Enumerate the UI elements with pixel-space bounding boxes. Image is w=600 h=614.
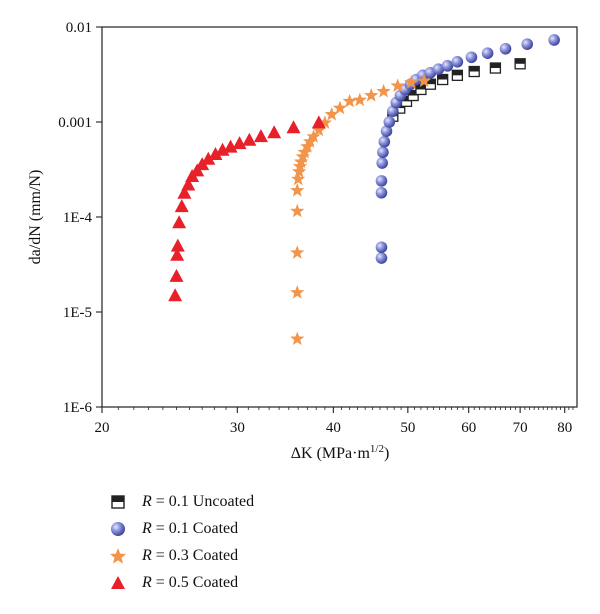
y-axis-title: da/dN (mm/N) bbox=[27, 170, 44, 265]
legend-item-r03-coated: R = 0.3 Coated bbox=[108, 542, 254, 569]
y-tick-label: 1E-6 bbox=[63, 400, 93, 416]
x-tick-label: 70 bbox=[513, 420, 528, 436]
data-point-series-3 bbox=[242, 132, 257, 146]
data-point-series-2 bbox=[311, 122, 326, 137]
data-point-series-1 bbox=[451, 56, 464, 68]
x-tick-label: 50 bbox=[400, 420, 415, 436]
y-tick-label: 0.001 bbox=[58, 115, 92, 131]
data-point-series-1 bbox=[548, 34, 560, 46]
data-point-series-3 bbox=[286, 120, 301, 134]
data-point-series-1 bbox=[383, 116, 396, 128]
data-point-series-2 bbox=[290, 331, 305, 346]
data-point-series-1 bbox=[375, 252, 388, 264]
data-point-series-2 bbox=[376, 83, 391, 98]
data-point-series-3 bbox=[169, 268, 184, 282]
data-point-series-1 bbox=[375, 175, 388, 187]
data-point-series-3 bbox=[172, 215, 187, 229]
data-point-series-0 bbox=[514, 58, 526, 70]
y-axis-ticks: 1E-6 1E-5 1E-4 0.001 0.01 bbox=[58, 20, 102, 416]
x-tick-label: 60 bbox=[461, 420, 476, 436]
y-tick-label: 0.01 bbox=[66, 20, 92, 36]
data-point-series-1 bbox=[441, 60, 454, 72]
data-point-series-3 bbox=[177, 185, 192, 199]
y-tick-label: 1E-4 bbox=[63, 210, 93, 226]
legend-label: R = 0.5 Coated bbox=[142, 573, 239, 591]
data-point-series-3 bbox=[168, 288, 183, 302]
data-point-series-1 bbox=[375, 186, 388, 199]
data-point-series-3 bbox=[181, 177, 196, 191]
data-point-series-3 bbox=[201, 151, 216, 165]
x-tick-label: 30 bbox=[230, 420, 245, 436]
half-filled-square-icon bbox=[111, 494, 125, 509]
data-point-series-2 bbox=[290, 183, 305, 197]
data-point-series-2 bbox=[332, 100, 348, 115]
chart: 20 30 40 50 60 70 80 1E-6 1E-5 1E-4 0.001 0.01 ΔK … bbox=[27, 20, 578, 462]
data-point-series-2 bbox=[364, 88, 379, 102]
sphere-icon bbox=[111, 521, 125, 536]
data-point-series-0 bbox=[468, 65, 480, 78]
data-point-series-2 bbox=[317, 115, 333, 129]
x-axis-title: ΔK (MPa·m1/2) bbox=[291, 443, 390, 462]
data-point-series-1 bbox=[377, 146, 389, 159]
x-tick-label: 80 bbox=[557, 420, 572, 436]
legend-item-r05-coated: R = 0.5 Coated bbox=[108, 569, 254, 596]
data-point-series-3 bbox=[253, 129, 268, 143]
x-tick-label: 40 bbox=[326, 420, 341, 436]
data-point-series-2 bbox=[290, 203, 305, 218]
data-point-series-1 bbox=[465, 51, 478, 64]
data-point-series-2 bbox=[324, 106, 339, 121]
data-point-series-2 bbox=[306, 129, 321, 143]
data-point-series-3 bbox=[232, 136, 247, 150]
triangle-icon bbox=[111, 575, 125, 589]
data-point-series-2 bbox=[390, 78, 405, 92]
data-point-series-3 bbox=[174, 199, 189, 213]
data-point-series-1 bbox=[380, 125, 393, 138]
legend-label: R = 0.3 Coated bbox=[142, 546, 239, 564]
data-point-series-2 bbox=[291, 164, 307, 178]
data-point-series-3 bbox=[170, 247, 185, 261]
data-point-series-1 bbox=[376, 157, 388, 169]
data-point-series-3 bbox=[170, 238, 185, 252]
data-point-series-2 bbox=[291, 171, 306, 186]
legend-item-r01-coated: R = 0.1 Coated bbox=[108, 515, 254, 542]
data-point-series-2 bbox=[404, 75, 419, 89]
plot-frame bbox=[101, 26, 578, 408]
data-point-series-1 bbox=[375, 241, 388, 254]
data-point-series-1 bbox=[432, 63, 445, 75]
legend: R = 0.1 Uncoated R = 0.1 Coated R = 0.3 … bbox=[108, 488, 254, 596]
data-point-series-1 bbox=[521, 38, 534, 50]
data-points bbox=[168, 34, 560, 346]
data-point-series-2 bbox=[342, 93, 357, 108]
legend-item-r01-uncoated: R = 0.1 Uncoated bbox=[108, 488, 254, 515]
data-point-series-2 bbox=[293, 154, 309, 168]
data-point-series-3 bbox=[267, 125, 282, 139]
data-point-series-2 bbox=[352, 92, 367, 107]
data-point-series-3 bbox=[311, 115, 326, 129]
data-point-series-2 bbox=[292, 159, 308, 173]
legend-label: R = 0.1 Coated bbox=[142, 519, 239, 537]
data-point-series-2 bbox=[416, 73, 432, 88]
x-axis-ticks: 20 30 40 50 60 70 80 bbox=[95, 407, 574, 436]
star-icon bbox=[110, 547, 126, 564]
data-point-series-2 bbox=[290, 285, 305, 299]
data-point-series-1 bbox=[378, 135, 391, 148]
data-point-series-2 bbox=[290, 245, 305, 259]
data-point-series-1 bbox=[499, 42, 512, 55]
data-point-series-1 bbox=[481, 47, 494, 59]
y-tick-label: 1E-5 bbox=[63, 305, 92, 321]
x-tick-label: 20 bbox=[95, 420, 110, 436]
data-point-series-0 bbox=[407, 89, 419, 102]
data-point-series-3 bbox=[208, 147, 223, 161]
data-point-series-3 bbox=[223, 139, 238, 153]
legend-label: R = 0.1 Uncoated bbox=[142, 492, 255, 510]
data-point-series-0 bbox=[451, 69, 464, 81]
data-point-series-0 bbox=[437, 73, 449, 86]
data-point-series-0 bbox=[489, 62, 502, 74]
